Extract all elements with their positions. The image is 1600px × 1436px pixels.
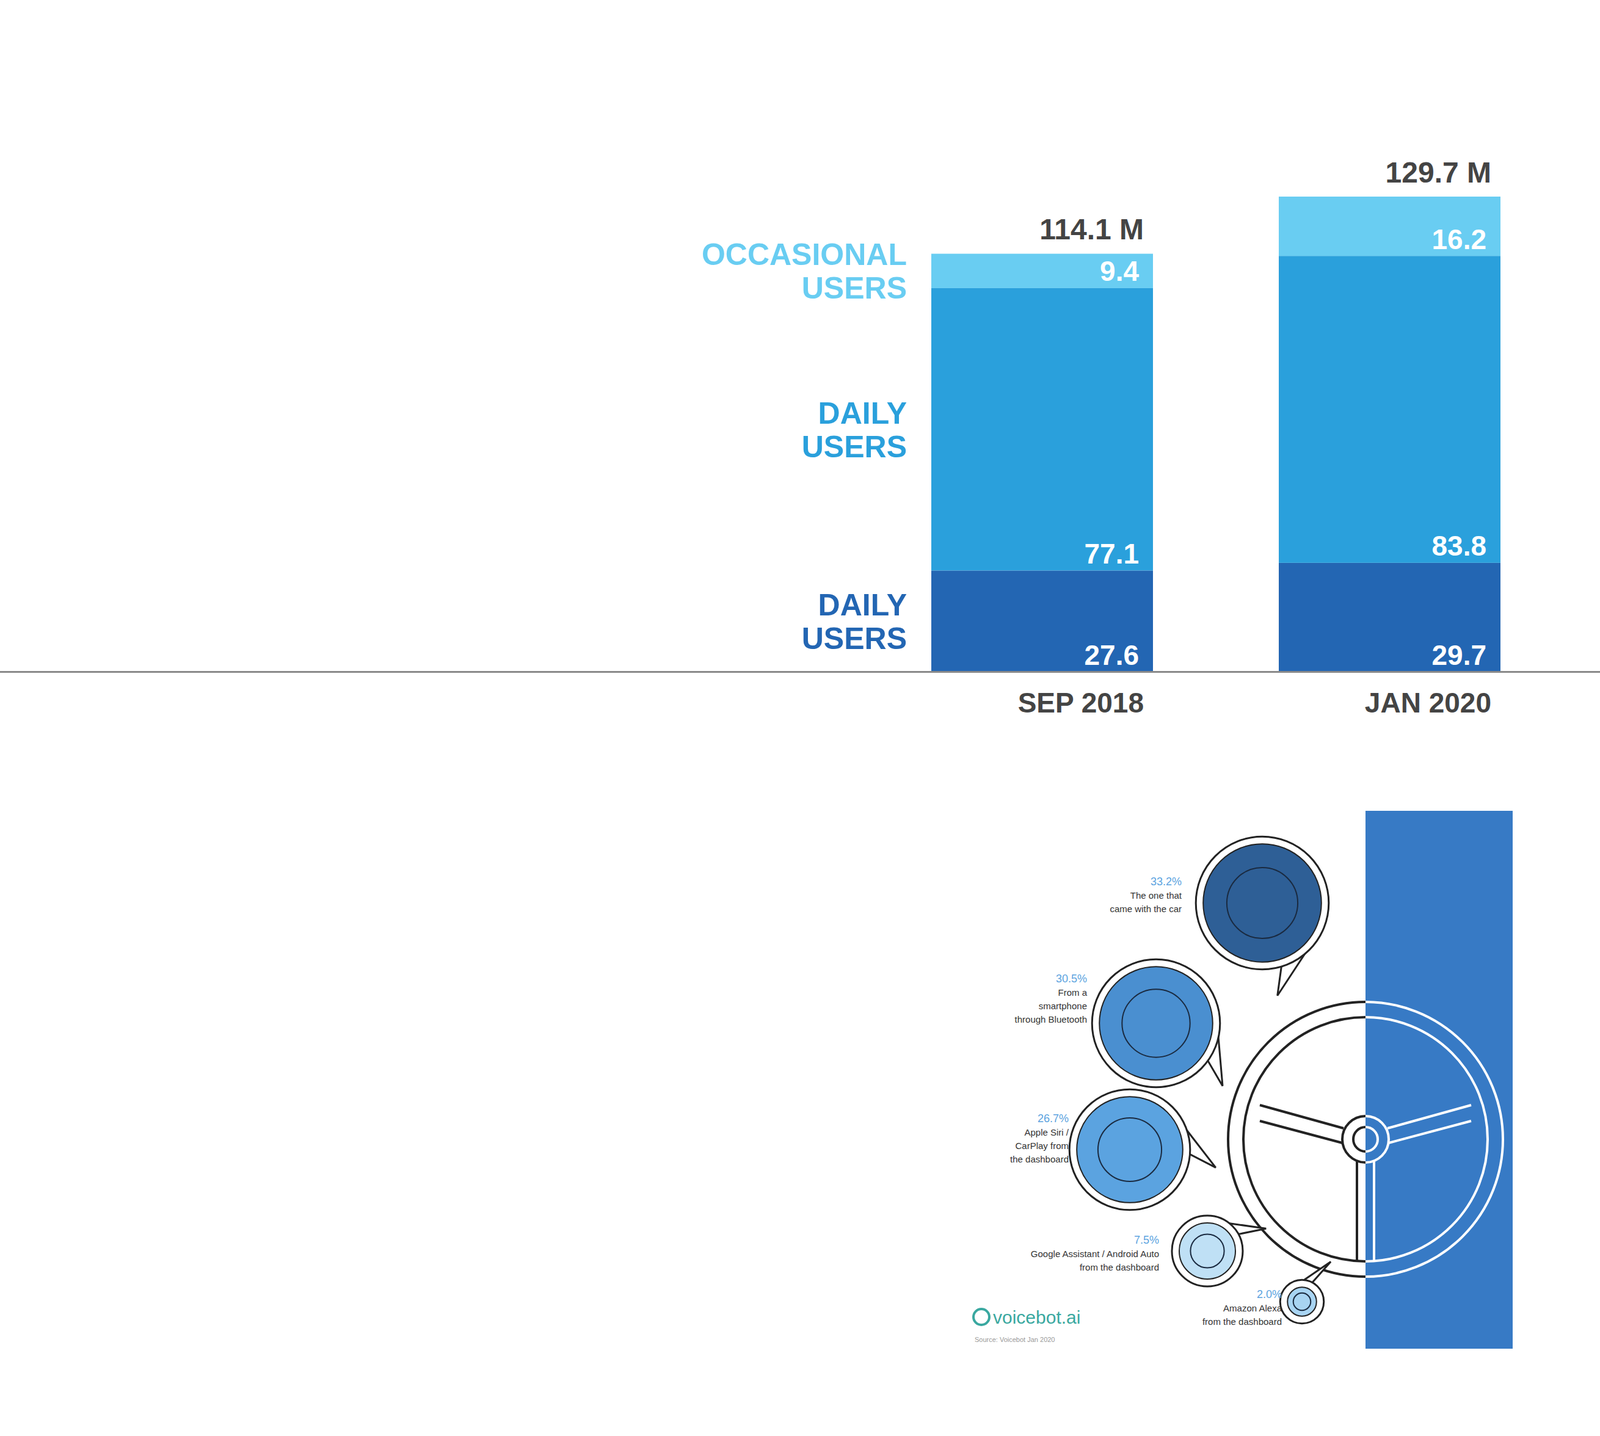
svg-text:DAILYUSERS: DAILYUSERS [801, 396, 907, 465]
svg-text:From a: From a [1057, 987, 1088, 998]
svg-text:through Bluetooth: through Bluetooth [1014, 1014, 1088, 1025]
svg-text:Amazon Alexa: Amazon Alexa [1223, 1303, 1283, 1314]
svg-text:2.0%: 2.0% [1256, 1288, 1282, 1301]
svg-text:77.1: 77.1 [1083, 538, 1139, 570]
svg-text:9.4: 9.4 [1099, 255, 1139, 288]
svg-text:Google Assistant / Android Aut: Google Assistant / Android Auto [1030, 1248, 1160, 1260]
svg-text:Apple Siri /: Apple Siri / [1024, 1127, 1069, 1138]
svg-text:JAN 2020: JAN 2020 [1364, 687, 1492, 719]
svg-text:30.5%: 30.5% [1055, 972, 1088, 986]
svg-text:DAILYUSERS: DAILYUSERS [801, 588, 907, 656]
svg-text:SEP 2018: SEP 2018 [1018, 687, 1144, 719]
svg-text:26.7%: 26.7% [1037, 1112, 1069, 1125]
svg-text:33.2%: 33.2% [1150, 875, 1182, 888]
svg-text:OCCASIONALUSERS: OCCASIONALUSERS [701, 237, 907, 306]
svg-text:27.6: 27.6 [1083, 639, 1139, 672]
svg-text:voicebot.ai: voicebot.ai [992, 1307, 1081, 1328]
svg-text:29.7: 29.7 [1431, 639, 1487, 672]
svg-text:129.7 M: 129.7 M [1385, 156, 1492, 189]
svg-text:smartphone: smartphone [1038, 1000, 1088, 1012]
svg-text:the dashboard: the dashboard [1010, 1154, 1069, 1165]
svg-text:The one that: The one that [1130, 890, 1183, 901]
svg-text:CarPlay from: CarPlay from [1014, 1140, 1069, 1152]
svg-text:16.2: 16.2 [1431, 223, 1487, 256]
svg-text:from the dashboard: from the dashboard [1079, 1262, 1160, 1273]
svg-text:7.5%: 7.5% [1134, 1234, 1160, 1247]
svg-text:114.1 M: 114.1 M [1039, 213, 1144, 246]
svg-text:83.8: 83.8 [1431, 530, 1487, 562]
svg-text:from the dashboard: from the dashboard [1202, 1316, 1282, 1328]
svg-text:came with the car: came with the car [1109, 903, 1182, 915]
svg-text:Source: Voicebot Jan 2020: Source: Voicebot Jan 2020 [974, 1336, 1055, 1344]
